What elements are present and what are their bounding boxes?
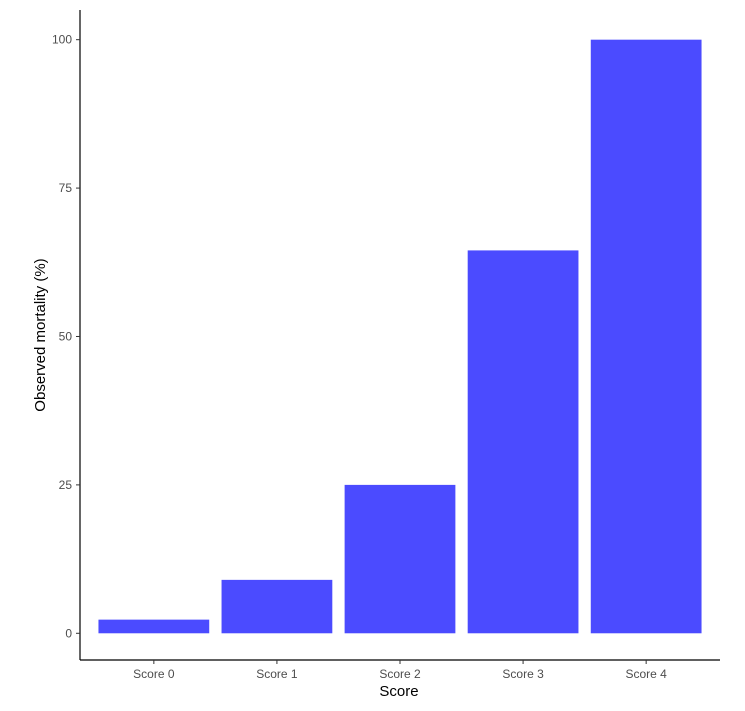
x-tick-label: Score 1 xyxy=(256,667,298,681)
bar-score-0 xyxy=(98,619,210,634)
x-ticks: Score 0 Score 1 Score 2 Score 3 Score 4 xyxy=(133,660,667,681)
x-tick-label: Score 0 xyxy=(133,667,175,681)
bar-score-1 xyxy=(221,579,333,634)
y-ticks: 0 25 50 75 100 xyxy=(52,33,80,640)
y-tick-label: 0 xyxy=(65,626,72,640)
y-tick-label: 25 xyxy=(59,478,73,492)
y-axis-title: Observed mortality (%) xyxy=(32,258,49,411)
x-tick-label: Score 2 xyxy=(379,667,421,681)
bar-score-4 xyxy=(590,39,702,634)
bar-score-2 xyxy=(344,484,456,634)
bar-score-3 xyxy=(467,250,579,634)
y-tick-label: 75 xyxy=(59,181,73,195)
x-tick-label: Score 3 xyxy=(502,667,544,681)
y-tick-label: 50 xyxy=(59,329,73,343)
bars xyxy=(98,39,702,634)
y-tick-label: 100 xyxy=(52,33,72,47)
x-tick-label: Score 4 xyxy=(625,667,667,681)
x-axis-title: Score xyxy=(379,683,418,700)
